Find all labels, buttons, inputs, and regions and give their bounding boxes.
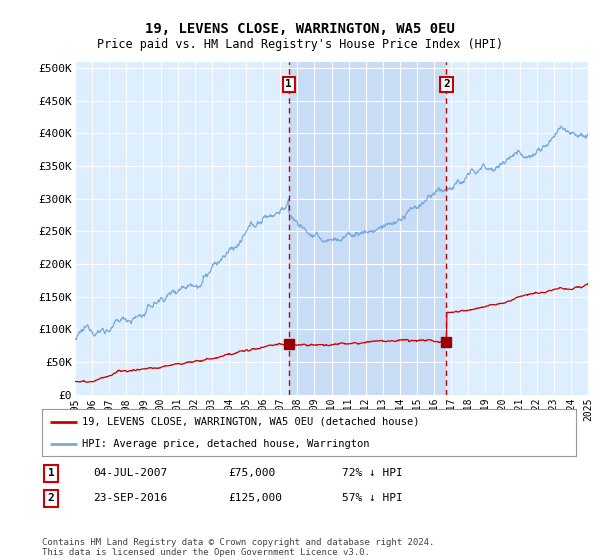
- Text: 57% ↓ HPI: 57% ↓ HPI: [342, 493, 403, 503]
- Text: 19, LEVENS CLOSE, WARRINGTON, WA5 0EU: 19, LEVENS CLOSE, WARRINGTON, WA5 0EU: [145, 22, 455, 36]
- Text: 04-JUL-2007: 04-JUL-2007: [93, 468, 167, 478]
- Text: 2: 2: [443, 80, 450, 90]
- Text: HPI: Average price, detached house, Warrington: HPI: Average price, detached house, Warr…: [82, 438, 370, 449]
- Text: 1: 1: [286, 80, 292, 90]
- Text: Contains HM Land Registry data © Crown copyright and database right 2024.
This d: Contains HM Land Registry data © Crown c…: [42, 538, 434, 557]
- Text: 19, LEVENS CLOSE, WARRINGTON, WA5 0EU (detached house): 19, LEVENS CLOSE, WARRINGTON, WA5 0EU (d…: [82, 417, 419, 427]
- Text: 72% ↓ HPI: 72% ↓ HPI: [342, 468, 403, 478]
- Text: £75,000: £75,000: [228, 468, 275, 478]
- Text: 2: 2: [47, 493, 55, 503]
- Bar: [289, 62, 446, 395]
- Text: 23-SEP-2016: 23-SEP-2016: [93, 493, 167, 503]
- Text: £125,000: £125,000: [228, 493, 282, 503]
- Text: Price paid vs. HM Land Registry's House Price Index (HPI): Price paid vs. HM Land Registry's House …: [97, 38, 503, 50]
- Text: 1: 1: [47, 468, 55, 478]
